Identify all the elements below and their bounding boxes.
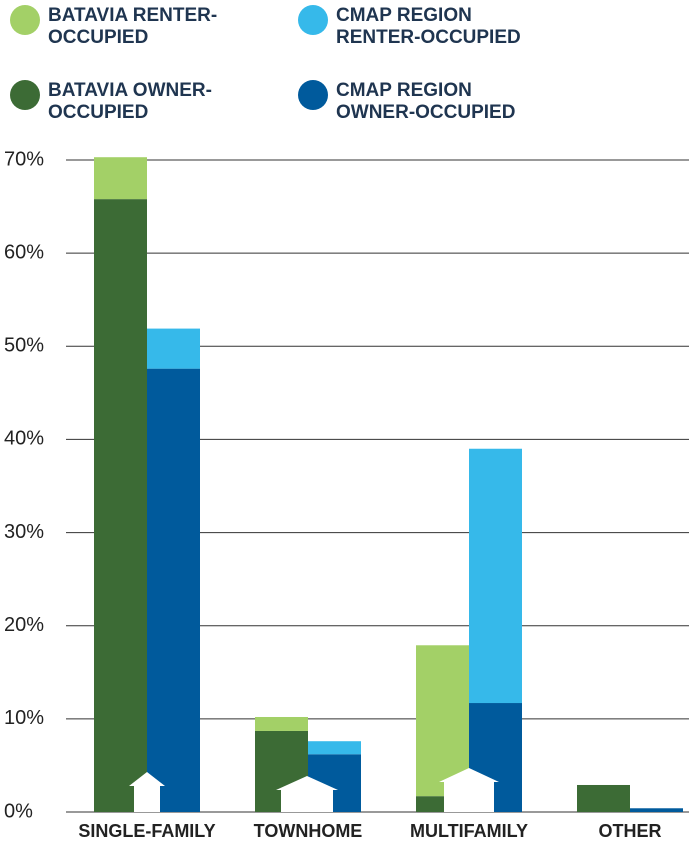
bar-segment xyxy=(147,328,200,369)
bar-segment xyxy=(147,368,200,812)
x-tick-label: OTHER xyxy=(599,821,662,841)
y-tick-label: 0% xyxy=(4,800,33,822)
y-tick-label: 10% xyxy=(4,707,44,729)
bar-segment xyxy=(94,199,147,812)
bar-segment xyxy=(255,716,308,731)
bar-segment xyxy=(469,448,522,704)
legend-item: BATAVIA OWNER-OCCUPIED xyxy=(10,80,263,124)
y-tick-label: 20% xyxy=(4,614,44,636)
y-tick-label: 30% xyxy=(4,521,44,543)
house-icon xyxy=(129,772,165,786)
legend-label: BATAVIA OWNER-OCCUPIED xyxy=(48,80,212,123)
x-tick-label: SINGLE-FAMILY xyxy=(78,821,215,841)
legend-swatch xyxy=(298,80,328,110)
house-icon xyxy=(439,768,499,782)
y-tick-label: 50% xyxy=(4,335,44,357)
house-icon xyxy=(134,786,160,812)
legend-label: CMAP REGION RENTER-OCCUPIED xyxy=(336,5,521,48)
x-tick-label: MULTIFAMILY xyxy=(410,821,528,841)
bar-segment xyxy=(94,157,147,200)
legend-swatch xyxy=(10,80,40,110)
y-tick-label: 60% xyxy=(4,241,44,263)
x-tick-label: TOWNHOME xyxy=(254,821,363,841)
bar-segment xyxy=(308,741,361,755)
bar-segment xyxy=(577,784,630,812)
legend-swatch xyxy=(10,5,40,35)
legend-item: CMAP REGION RENTER-OCCUPIED xyxy=(298,5,551,49)
legend-swatch xyxy=(298,5,328,35)
legend-item: BATAVIA RENTER-OCCUPIED xyxy=(10,5,263,49)
bar-segment xyxy=(630,808,683,812)
bar-segment xyxy=(416,645,469,797)
legend-item: CMAP REGION OWNER-OCCUPIED xyxy=(298,80,551,124)
legend-label: BATAVIA RENTER-OCCUPIED xyxy=(48,5,218,48)
y-tick-label: 70% xyxy=(4,148,44,170)
y-tick-label: 40% xyxy=(4,428,44,450)
house-icon xyxy=(444,782,494,812)
legend-label: CMAP REGION OWNER-OCCUPIED xyxy=(336,80,516,123)
house-icon xyxy=(281,790,333,812)
house-icon xyxy=(276,776,338,790)
